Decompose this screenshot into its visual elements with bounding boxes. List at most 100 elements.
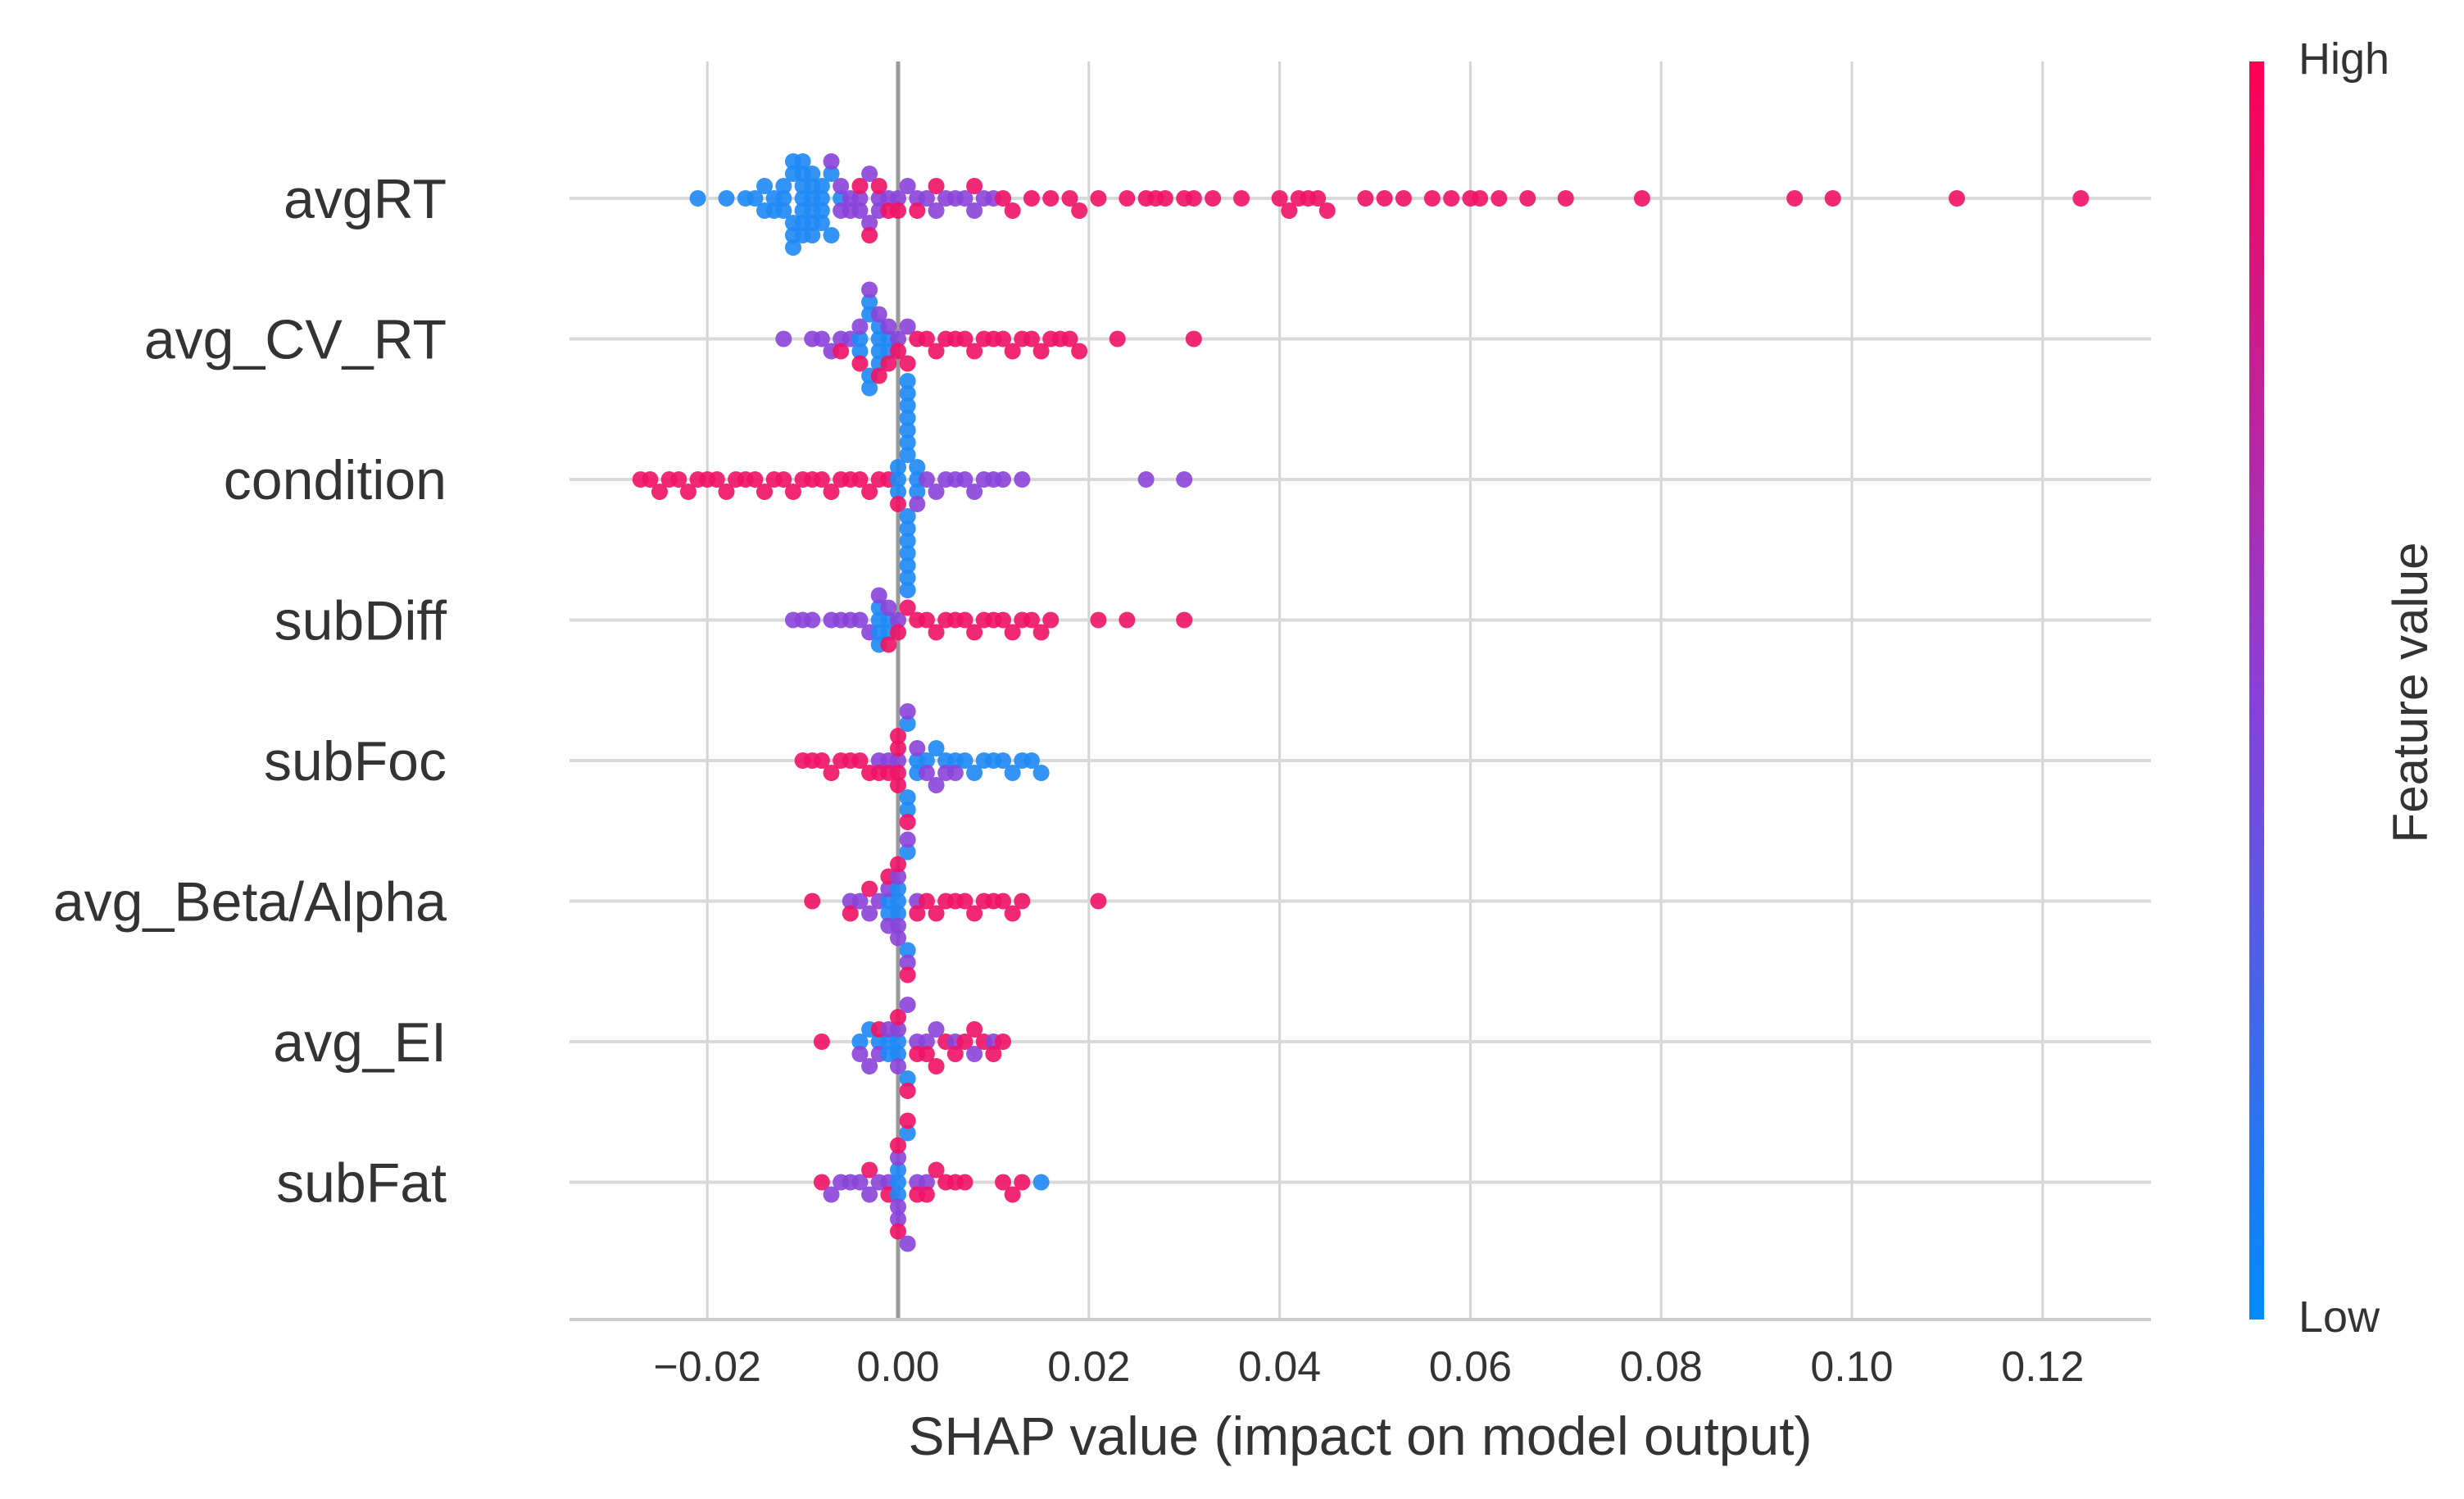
shap-point <box>2072 190 2090 207</box>
shap-point <box>899 954 916 971</box>
shap-point <box>956 1033 973 1050</box>
shap-point <box>1519 190 1536 207</box>
shap-point <box>823 153 840 170</box>
shap-point <box>1281 202 1298 219</box>
shap-point <box>890 1021 906 1038</box>
shap-point <box>1014 1174 1031 1191</box>
shap-point <box>890 905 906 922</box>
shap-point <box>899 545 916 561</box>
shap-point <box>1004 765 1021 781</box>
shap-point <box>851 318 869 335</box>
feature-label: subFat <box>276 1152 447 1215</box>
shap-point <box>899 385 916 402</box>
shap-point <box>861 1186 878 1203</box>
shap-point <box>890 611 906 629</box>
shap-point <box>899 997 916 1013</box>
shap-point <box>1004 343 1021 360</box>
shap-point <box>909 202 926 219</box>
shap-point <box>813 178 830 194</box>
shap-point <box>775 471 792 488</box>
shap-point <box>899 447 916 463</box>
shap-point <box>890 202 906 219</box>
shap-point <box>1185 330 1202 347</box>
shap-point <box>890 868 906 885</box>
x-tick-label: 0.10 <box>1810 1343 1893 1391</box>
shap-point <box>746 190 764 207</box>
shap-point <box>1090 611 1107 629</box>
feature-label: subFoc <box>264 730 447 793</box>
shap-point <box>890 765 906 781</box>
shap-point <box>870 178 887 194</box>
shap-point <box>823 166 840 182</box>
shap-point <box>956 893 973 910</box>
shap-point <box>899 715 916 732</box>
shap-point <box>851 471 869 488</box>
shap-point <box>890 330 906 347</box>
shap-point <box>1090 893 1107 910</box>
shap-point <box>1032 343 1050 360</box>
shap-point <box>966 484 983 500</box>
shap-point <box>918 1174 935 1191</box>
shap-point <box>823 484 840 500</box>
shap-point <box>1014 471 1031 488</box>
shap-point <box>813 1174 830 1191</box>
shap-point <box>890 1223 906 1240</box>
shap-point <box>995 1033 1012 1050</box>
shap-point <box>851 1174 869 1191</box>
shap-point <box>890 752 906 769</box>
shap-point <box>899 355 916 372</box>
shap-point <box>813 330 830 347</box>
shap-point <box>861 880 878 897</box>
shap-point <box>899 1112 916 1129</box>
feature-label: avgRT <box>284 168 447 230</box>
shap-point <box>861 281 878 298</box>
feature-label: avg_CV_RT <box>144 309 447 371</box>
shap-point <box>1786 190 1804 207</box>
shap-point <box>861 227 878 243</box>
shap-point <box>956 190 973 207</box>
x-tick-label: −0.02 <box>653 1343 761 1391</box>
shap-point <box>890 343 906 360</box>
shap-point <box>1004 202 1021 219</box>
shap-point <box>1472 190 1489 207</box>
colorbar-title: Feature value <box>2383 543 2438 843</box>
shap-point <box>870 367 887 384</box>
feature-label: avg_Beta/Alpha <box>53 871 447 933</box>
shap-point <box>899 843 916 861</box>
shap-point <box>851 178 869 194</box>
feature-label: condition <box>224 449 447 511</box>
shap-point <box>928 1058 945 1074</box>
shap-point <box>928 484 945 500</box>
shap-point <box>804 893 821 910</box>
shap-point <box>890 728 906 744</box>
shap-point <box>890 1149 906 1166</box>
shap-point <box>928 1021 945 1038</box>
shap-point <box>890 1211 906 1228</box>
shap-point <box>909 484 926 500</box>
shap-point <box>946 1046 964 1062</box>
shap-point <box>718 190 735 207</box>
shap-point <box>899 533 916 549</box>
shap-point <box>880 636 897 653</box>
shap-point <box>899 508 916 525</box>
x-tick-label: 0.06 <box>1429 1343 1512 1391</box>
shap-point <box>813 190 830 207</box>
shap-point <box>966 343 983 360</box>
colorbar-low-label: Low <box>2298 1292 2380 1342</box>
shap-point <box>1014 893 1031 910</box>
shap-point <box>899 599 916 616</box>
shap-point <box>928 740 945 756</box>
shap-point <box>918 1046 935 1062</box>
shap-point <box>890 1174 906 1191</box>
shap-point <box>890 459 906 475</box>
shap-point <box>679 484 697 500</box>
shap-point <box>861 215 878 231</box>
shap-point <box>775 190 792 207</box>
shap-point <box>851 893 869 910</box>
shap-point <box>956 611 973 629</box>
shap-point <box>890 1046 906 1062</box>
shap-point <box>966 905 983 922</box>
shap-point <box>918 190 935 207</box>
shap-point <box>899 789 916 806</box>
shap-point <box>890 777 906 793</box>
